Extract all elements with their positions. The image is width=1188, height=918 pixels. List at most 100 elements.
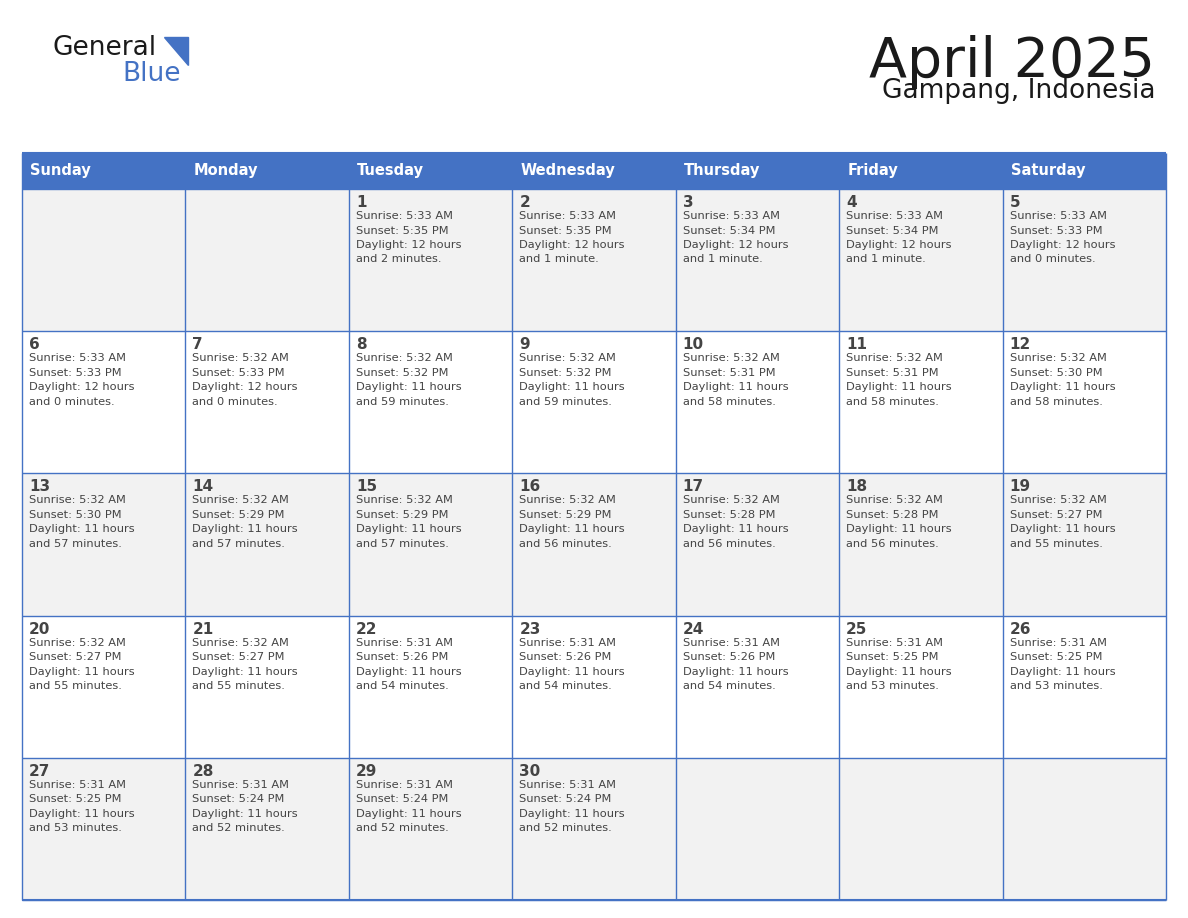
Text: Sunrise: 5:32 AM: Sunrise: 5:32 AM [519,353,617,364]
Text: and 55 minutes.: and 55 minutes. [1010,539,1102,549]
Text: and 57 minutes.: and 57 minutes. [29,539,122,549]
Bar [185,331,349,474]
Text: Sunrise: 5:31 AM: Sunrise: 5:31 AM [683,638,779,647]
Text: 24: 24 [683,621,704,636]
Polygon shape [164,37,188,65]
Text: Daylight: 11 hours: Daylight: 11 hours [356,809,461,819]
Text: and 55 minutes.: and 55 minutes. [29,681,122,691]
Text: Sunrise: 5:32 AM: Sunrise: 5:32 AM [192,353,290,364]
Text: and 59 minutes.: and 59 minutes. [356,397,449,407]
Text: Daylight: 12 hours: Daylight: 12 hours [1010,240,1116,250]
Text: Sunset: 5:27 PM: Sunset: 5:27 PM [29,652,121,662]
Text: and 1 minute.: and 1 minute. [846,254,925,264]
Text: Sunset: 5:28 PM: Sunset: 5:28 PM [846,509,939,520]
Bar [512,616,676,757]
Bar [349,189,512,331]
Bar [676,153,839,189]
Text: Sunrise: 5:31 AM: Sunrise: 5:31 AM [356,779,453,789]
Text: 27: 27 [29,764,50,778]
Text: Sunrise: 5:33 AM: Sunrise: 5:33 AM [1010,211,1106,221]
Text: Sunrise: 5:31 AM: Sunrise: 5:31 AM [356,638,453,647]
Text: Daylight: 12 hours: Daylight: 12 hours [356,240,461,250]
Text: 22: 22 [356,621,378,636]
Text: Sunrise: 5:31 AM: Sunrise: 5:31 AM [1010,638,1106,647]
Text: 6: 6 [29,337,39,353]
Text: Sunset: 5:27 PM: Sunset: 5:27 PM [1010,509,1102,520]
Text: Daylight: 11 hours: Daylight: 11 hours [683,382,789,392]
Bar [512,331,676,474]
Text: Daylight: 11 hours: Daylight: 11 hours [846,382,952,392]
Text: Daylight: 11 hours: Daylight: 11 hours [1010,524,1116,534]
Text: 9: 9 [519,337,530,353]
Text: Sunset: 5:25 PM: Sunset: 5:25 PM [846,652,939,662]
Bar [349,757,512,900]
Text: Sunset: 5:34 PM: Sunset: 5:34 PM [846,226,939,236]
Text: Sunset: 5:31 PM: Sunset: 5:31 PM [683,368,776,377]
Text: and 58 minutes.: and 58 minutes. [846,397,939,407]
Bar [23,153,185,189]
Text: Sunset: 5:25 PM: Sunset: 5:25 PM [1010,652,1102,662]
Text: and 52 minutes.: and 52 minutes. [519,823,612,834]
Bar [839,153,1003,189]
Bar [676,189,839,331]
Text: Sunrise: 5:32 AM: Sunrise: 5:32 AM [356,496,453,506]
Bar [676,331,839,474]
Text: Daylight: 11 hours: Daylight: 11 hours [519,382,625,392]
Text: and 58 minutes.: and 58 minutes. [683,397,776,407]
Text: Sunrise: 5:32 AM: Sunrise: 5:32 AM [519,496,617,506]
Text: and 53 minutes.: and 53 minutes. [1010,681,1102,691]
Text: 5: 5 [1010,195,1020,210]
Text: and 0 minutes.: and 0 minutes. [192,397,278,407]
Text: and 53 minutes.: and 53 minutes. [29,823,122,834]
Text: 13: 13 [29,479,50,495]
Bar [185,189,349,331]
Text: 25: 25 [846,621,867,636]
Text: and 57 minutes.: and 57 minutes. [192,539,285,549]
Text: Sunrise: 5:31 AM: Sunrise: 5:31 AM [519,638,617,647]
Text: 23: 23 [519,621,541,636]
Bar [1003,616,1165,757]
Text: Sunrise: 5:31 AM: Sunrise: 5:31 AM [519,779,617,789]
Text: Daylight: 11 hours: Daylight: 11 hours [846,524,952,534]
Text: Sunset: 5:34 PM: Sunset: 5:34 PM [683,226,776,236]
Text: and 2 minutes.: and 2 minutes. [356,254,442,264]
Text: 30: 30 [519,764,541,778]
Text: and 54 minutes.: and 54 minutes. [683,681,776,691]
Bar [349,474,512,616]
Text: 12: 12 [1010,337,1031,353]
Text: Sunset: 5:26 PM: Sunset: 5:26 PM [519,652,612,662]
Text: Sunrise: 5:33 AM: Sunrise: 5:33 AM [846,211,943,221]
Text: Daylight: 11 hours: Daylight: 11 hours [1010,666,1116,677]
Text: 8: 8 [356,337,366,353]
Bar [839,189,1003,331]
Text: and 0 minutes.: and 0 minutes. [1010,254,1095,264]
Text: 1: 1 [356,195,366,210]
Text: and 56 minutes.: and 56 minutes. [846,539,939,549]
Text: Sunset: 5:26 PM: Sunset: 5:26 PM [356,652,448,662]
Text: and 1 minute.: and 1 minute. [683,254,763,264]
Bar [185,474,349,616]
Text: Sunrise: 5:32 AM: Sunrise: 5:32 AM [192,638,290,647]
Text: 16: 16 [519,479,541,495]
Text: Wednesday: Wednesday [520,162,615,177]
Text: Friday: Friday [847,162,898,177]
Text: Monday: Monday [194,162,258,177]
Text: Saturday: Saturday [1011,162,1085,177]
Bar [512,474,676,616]
Text: Daylight: 11 hours: Daylight: 11 hours [192,666,298,677]
Text: and 54 minutes.: and 54 minutes. [356,681,449,691]
Text: Sunset: 5:28 PM: Sunset: 5:28 PM [683,509,776,520]
Text: Tuesday: Tuesday [356,162,424,177]
Text: Sunrise: 5:31 AM: Sunrise: 5:31 AM [846,638,943,647]
Text: Sunset: 5:26 PM: Sunset: 5:26 PM [683,652,775,662]
Text: Sunrise: 5:32 AM: Sunrise: 5:32 AM [192,496,290,506]
Text: Sunrise: 5:31 AM: Sunrise: 5:31 AM [29,779,126,789]
Text: Daylight: 11 hours: Daylight: 11 hours [519,809,625,819]
Text: Sunrise: 5:32 AM: Sunrise: 5:32 AM [29,638,126,647]
Text: Daylight: 12 hours: Daylight: 12 hours [29,382,134,392]
Text: and 0 minutes.: and 0 minutes. [29,397,114,407]
Bar [512,153,676,189]
Text: Sunset: 5:31 PM: Sunset: 5:31 PM [846,368,939,377]
Text: Sunset: 5:30 PM: Sunset: 5:30 PM [29,509,121,520]
Text: 4: 4 [846,195,857,210]
